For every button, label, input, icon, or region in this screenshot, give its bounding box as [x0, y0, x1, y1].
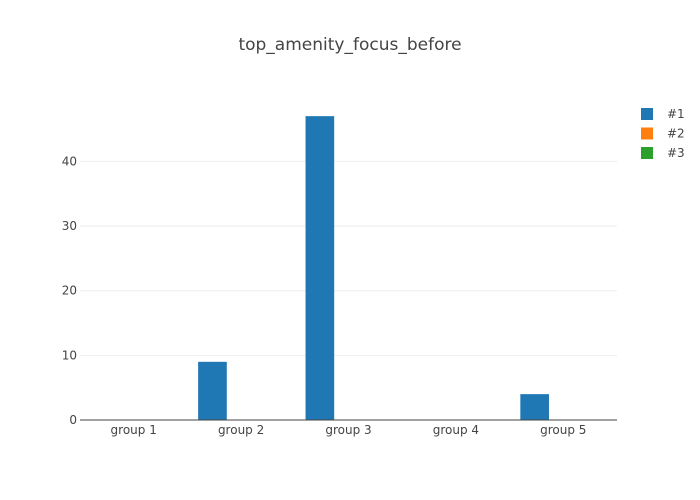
- y-tick-label: 0: [69, 413, 77, 427]
- y-tick-label: 40: [62, 154, 77, 168]
- x-tick-label: group 5: [540, 423, 586, 437]
- legend-swatch[interactable]: [641, 147, 653, 159]
- bar[interactable]: [305, 116, 335, 420]
- x-tick-labels: group 1 group 2 group 3 group 4 group 5: [111, 423, 587, 437]
- y-tick-label: 10: [62, 348, 77, 362]
- chart-title: top_amenity_focus_before: [238, 35, 461, 55]
- legend-swatch[interactable]: [641, 127, 653, 140]
- bars: [198, 116, 549, 420]
- legend-swatch[interactable]: [641, 108, 653, 120]
- legend[interactable]: #1 #2 #3: [641, 107, 685, 160]
- x-tick-label: group 2: [218, 423, 264, 437]
- y-tick-labels: 0 10 20 30 40: [62, 154, 77, 427]
- x-tick-label: group 3: [325, 423, 371, 437]
- legend-label[interactable]: #2: [667, 127, 685, 141]
- bar[interactable]: [198, 361, 227, 420]
- legend-label[interactable]: #3: [667, 146, 685, 160]
- x-tick-label: group 1: [111, 423, 157, 437]
- bar[interactable]: [520, 394, 549, 420]
- gridlines: [80, 160, 617, 356]
- x-tick-label: group 4: [433, 423, 479, 437]
- y-tick-label: 30: [62, 219, 77, 233]
- legend-label[interactable]: #1: [667, 107, 685, 121]
- y-tick-label: 20: [62, 284, 77, 298]
